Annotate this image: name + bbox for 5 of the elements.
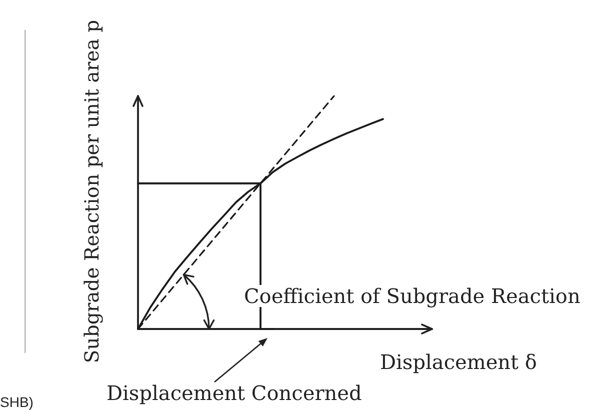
text: Displacement Concerned [106,381,362,405]
text: SHB) [0,394,34,410]
x-axis-title: Displacement δ [380,350,537,374]
y-axis-title: Subgrade Reaction per unit area p [80,20,104,364]
annotation: Coefficient of Subgrade Reaction [244,284,580,308]
